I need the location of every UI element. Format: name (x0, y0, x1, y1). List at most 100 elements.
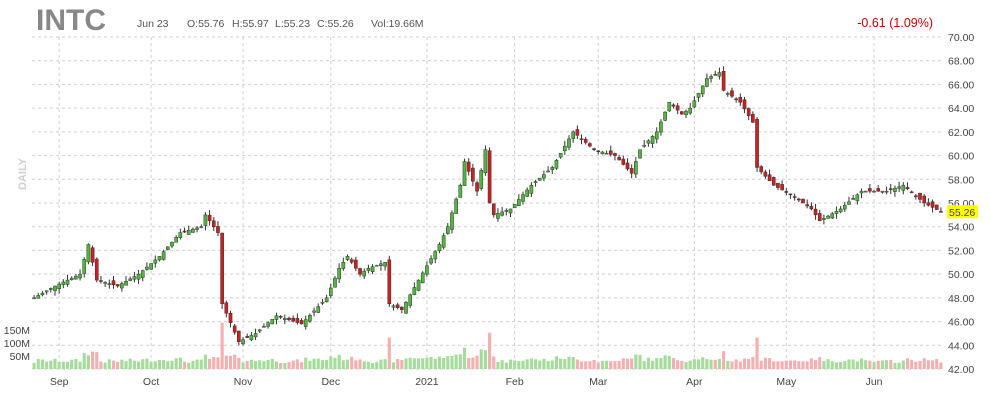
candle-body (408, 294, 413, 306)
x-axis: Sep Oct Nov Dec 2021 Feb Mar Apr May Jun (50, 376, 883, 388)
volume-bar (830, 361, 834, 369)
candle-body (462, 161, 467, 186)
candle-body (884, 190, 889, 193)
candle-body (554, 160, 559, 169)
x-tick-label: Dec (321, 376, 340, 388)
candle-body (437, 244, 442, 252)
candle-body (253, 333, 258, 338)
volume-bar (467, 358, 471, 369)
candle-body (370, 266, 375, 273)
volume-bar (897, 362, 901, 369)
volume-bar (145, 358, 149, 369)
volume-bar (283, 362, 287, 369)
volume-bar (107, 359, 111, 369)
candle-body (725, 93, 730, 95)
candle-body (178, 232, 183, 238)
candle-body (738, 97, 743, 103)
candle-body (228, 313, 233, 324)
volume-bar (805, 361, 809, 369)
volume-bar (103, 362, 107, 369)
volume-bar (663, 355, 667, 369)
candle-body (362, 270, 367, 277)
candle-body (876, 188, 881, 192)
volume-bar (157, 359, 162, 369)
candle-body (374, 265, 379, 267)
daily-label: DAILY (17, 157, 29, 190)
volume-bar (851, 359, 855, 369)
candle-body (730, 90, 734, 97)
candle-body (575, 129, 580, 136)
candle-body (776, 182, 780, 188)
candle-body (245, 336, 250, 338)
candles (32, 66, 943, 346)
candle-body (688, 107, 692, 114)
volume-bar (40, 359, 45, 369)
volume-bar (141, 359, 145, 369)
volume-bar (705, 359, 709, 369)
volume-bar (421, 358, 425, 369)
volume-bar (291, 360, 295, 369)
volume-bar (772, 361, 776, 369)
volume-bar (768, 358, 772, 369)
volume-bar (538, 360, 542, 369)
candle-body (625, 162, 630, 170)
volume-bar (366, 361, 370, 369)
candle-body (822, 218, 826, 220)
volume-bar (258, 360, 262, 369)
candle-body (416, 279, 421, 291)
volume-bar (479, 349, 483, 369)
volume-bar (650, 360, 655, 369)
x-tick-label: Sep (50, 376, 69, 388)
candle-body (855, 194, 860, 202)
volume-bar (345, 359, 350, 369)
candle-body (69, 277, 74, 280)
candle-body (454, 198, 458, 214)
candle-body (191, 228, 195, 233)
candle-body (161, 251, 166, 260)
candle-body (759, 166, 764, 173)
candle-body (780, 184, 784, 191)
volume-bar (517, 361, 521, 369)
volume-bar (462, 347, 467, 369)
volume-bar (191, 360, 195, 369)
volume-bar (930, 360, 935, 369)
volume-bar (901, 360, 905, 369)
volume-bar (738, 361, 742, 369)
volume-bar (162, 360, 166, 369)
candle-body (44, 290, 49, 293)
volume-bar (387, 337, 391, 369)
candle-body (466, 161, 471, 172)
candle-body (224, 302, 229, 314)
candle-body (830, 213, 835, 219)
volume-bar (717, 358, 721, 369)
candle-body (274, 315, 279, 320)
candle-body (99, 280, 103, 282)
volume-bars (32, 322, 943, 369)
candle-body (654, 131, 659, 140)
candle-body (395, 304, 400, 308)
volume-bar (638, 354, 642, 369)
candle-body (571, 131, 575, 139)
volume-bar (801, 361, 805, 369)
volume-bar (655, 358, 659, 369)
volume-bar (249, 359, 253, 369)
candle-body (642, 144, 647, 147)
candle-body (659, 121, 663, 133)
candle-body (82, 259, 87, 274)
candle-body (316, 306, 321, 313)
candle-body (851, 198, 855, 200)
volume-bar (780, 361, 784, 369)
candle-body (53, 285, 57, 291)
y-tick-label: 54.00 (948, 222, 974, 234)
candle-body (94, 258, 99, 281)
candle-body (717, 72, 722, 77)
volume-bar (86, 355, 90, 369)
candle-body (324, 297, 329, 303)
candle-body (320, 301, 325, 304)
volume-bar (254, 361, 258, 369)
candle-body (237, 330, 241, 342)
candle-body (278, 316, 283, 318)
candle-body (934, 204, 939, 210)
volume-bar (245, 361, 249, 369)
candle-body (608, 150, 613, 155)
